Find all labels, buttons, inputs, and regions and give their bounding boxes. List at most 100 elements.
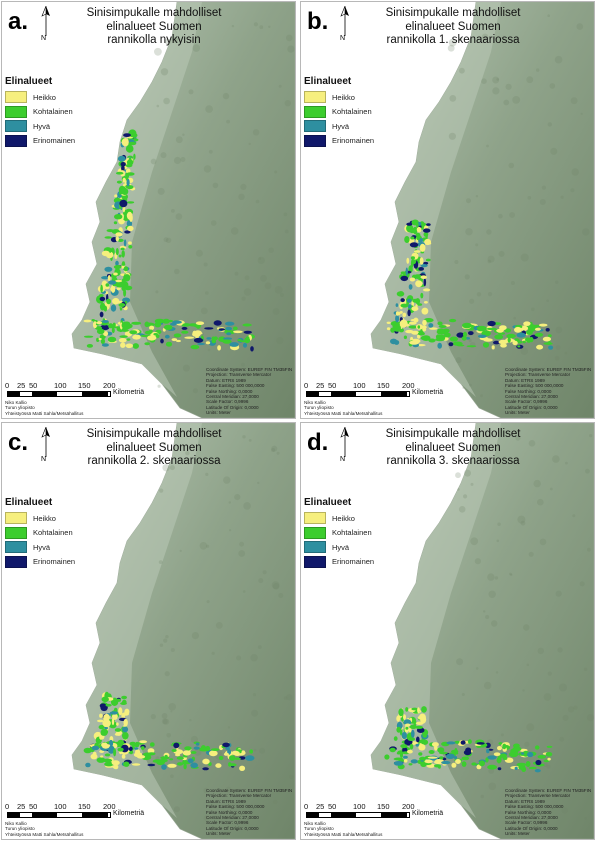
scale-tick-label: 0 — [304, 802, 309, 811]
terrain-speckle — [448, 38, 457, 47]
habitat-patch — [115, 232, 123, 237]
coordinate-info: Coordinate System: EUREF FIN TM35FIN Proj… — [505, 367, 591, 416]
habitat-patch — [493, 752, 501, 756]
terrain-speckle — [156, 104, 160, 108]
habitat-patch — [422, 732, 428, 738]
habitat-layer — [83, 691, 255, 771]
habitat-patch — [99, 735, 103, 740]
terrain-speckle — [526, 723, 535, 732]
scale-tick-label: 200 — [103, 802, 116, 811]
habitat-patch — [403, 759, 408, 763]
coordinate-line: Datum: ETRS 1989 — [206, 798, 246, 804]
terrain-speckle — [274, 286, 283, 294]
terrain-speckle — [587, 547, 591, 552]
terrain-speckle — [527, 196, 532, 200]
habitat-patch — [416, 736, 420, 743]
legend-swatch — [5, 120, 27, 133]
terrain-speckle — [463, 494, 468, 499]
habitat-patch — [250, 346, 254, 352]
terrain-speckle — [531, 307, 535, 312]
habitat-patch — [451, 762, 457, 768]
habitat-patch — [158, 759, 168, 763]
habitat-layer — [386, 219, 554, 350]
scale-segment — [82, 392, 108, 396]
legend-label: Heikko — [332, 513, 355, 523]
habitat-patch — [485, 757, 489, 763]
habitat-patch — [229, 330, 235, 334]
habitat-patch — [437, 747, 445, 753]
terrain-speckle — [195, 249, 203, 257]
scale-bar: 0 25 50 100 150 200 Kilometriä — [5, 802, 205, 824]
coordinate-line: Scale Factor: 0,9996 — [505, 399, 548, 405]
terrain-speckle — [559, 683, 567, 692]
habitat-patch — [193, 746, 200, 750]
terrain-speckle — [500, 733, 504, 737]
habitat-patch — [120, 342, 126, 348]
legend-label: Kohtalainen — [33, 107, 73, 117]
habitat-patch — [92, 321, 98, 329]
habitat-patch — [244, 337, 251, 344]
terrain-speckle — [210, 220, 217, 226]
habitat-patch — [454, 751, 459, 755]
habitat-patch — [427, 756, 438, 759]
coordinate-line: False Northing: 0,0000 — [206, 388, 253, 394]
finland-map — [71, 423, 295, 839]
habitat-patch — [428, 323, 434, 328]
terrain-speckle — [454, 260, 459, 264]
terrain-speckle — [245, 811, 248, 814]
finland-map — [370, 2, 594, 418]
habitat-patch — [420, 275, 427, 280]
habitat-patch — [92, 751, 97, 757]
habitat-patch — [547, 334, 552, 338]
habitat-patch — [184, 336, 195, 339]
habitat-patch — [406, 222, 413, 226]
terrain-speckle — [576, 23, 584, 30]
scale-ticks: 0 25 50 100 150 200 — [5, 802, 116, 811]
legend-swatch — [5, 512, 27, 525]
terrain-speckle — [487, 255, 495, 263]
habitat-patch — [222, 742, 230, 748]
map-title-line: rannikolla 3. skenaariossa — [386, 455, 520, 467]
terrain-speckle — [497, 522, 501, 526]
terrain-speckle — [252, 693, 257, 697]
habitat-patch — [121, 165, 125, 172]
habitat-patch — [393, 736, 398, 741]
coordinate-line: Units: Meter — [206, 831, 231, 837]
habitat-patch — [107, 275, 111, 282]
terrain-speckle — [457, 488, 460, 491]
habitat-patch — [395, 311, 399, 316]
map-title-line: elinalueet Suomen — [106, 20, 202, 33]
terrain-speckle — [483, 610, 486, 613]
habitat-patch — [182, 750, 192, 756]
legend-item: Erinomainen — [304, 134, 374, 149]
terrain-speckle — [229, 529, 232, 532]
terrain-speckle — [539, 818, 542, 821]
terrain-speckle — [188, 89, 194, 95]
habitat-patch — [112, 297, 120, 305]
habitat-patch — [400, 303, 409, 308]
habitat-patch — [405, 707, 409, 712]
habitat-patch — [476, 764, 482, 770]
terrain-speckle — [172, 37, 179, 43]
habitat-patch — [400, 275, 409, 282]
terrain-speckle — [536, 68, 540, 72]
terrain-speckle — [458, 37, 463, 41]
habitat-patch — [421, 706, 427, 713]
habitat-patch — [534, 769, 541, 773]
scale-tick-label: 100 — [54, 381, 67, 390]
terrain-speckle — [206, 600, 210, 604]
habitat-patch — [115, 260, 119, 266]
terrain-speckle — [244, 275, 250, 281]
terrain-speckle — [570, 97, 578, 105]
habitat-patch — [133, 752, 143, 758]
terrain-speckle — [205, 291, 209, 295]
scale-tick-label: 150 — [78, 802, 91, 811]
legend-swatch — [5, 526, 27, 539]
habitat-patch — [165, 341, 173, 347]
credit-line: Yhteistyössä Matti Sahla/Metsähallitus — [5, 831, 84, 837]
north-label: N — [41, 35, 47, 42]
terrain-speckle — [212, 182, 219, 189]
habitat-patch — [102, 719, 111, 728]
habitat-patch — [118, 707, 123, 716]
habitat-patch — [437, 342, 442, 349]
